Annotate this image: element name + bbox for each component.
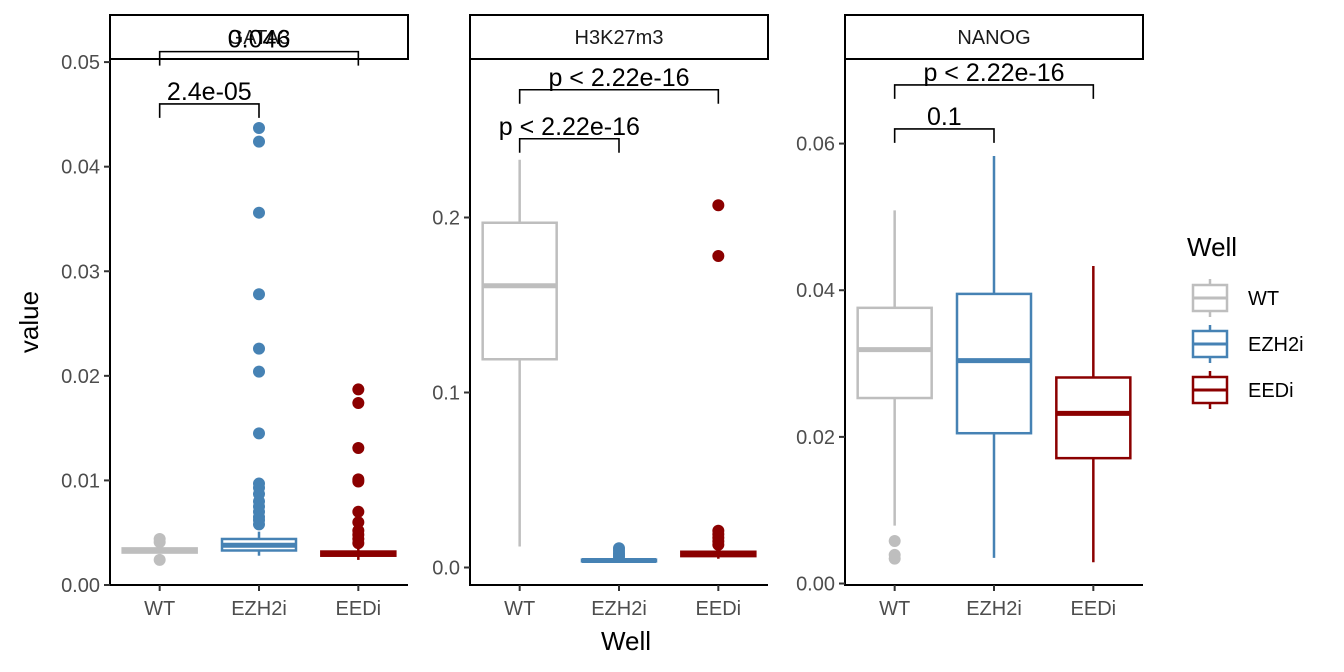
outlier-point: [253, 135, 265, 148]
outlier-point: [153, 553, 166, 566]
facet-strip: [844, 14, 1144, 60]
panel-nanog: NANOG 0.00 0.02 0.04 0.06 WT EZH2i EEDi 0.1 p < 2…: [796, 14, 1144, 620]
panel-h3k27m3: H3K27m3 0.0 0.1 0.2 WT EZH2i EEDi p < 2.22e-16 p…: [432, 14, 769, 620]
legend-key-ezh2i: EZH2i: [1191, 325, 1304, 363]
outlier-point: [352, 537, 365, 550]
x-tick-label: EZH2i: [231, 598, 287, 620]
outlier-point: [352, 475, 365, 488]
outlier-point: [253, 206, 265, 219]
box-iqr: [1055, 376, 1132, 460]
x-tick-label: WT: [504, 598, 535, 620]
legend: Well WT EZH2i EEDi: [1187, 232, 1304, 409]
box-iqr: [481, 221, 558, 361]
y-tick-label: 0.02: [61, 366, 100, 388]
y-tick-label: 0.01: [61, 470, 100, 492]
x-tick-label: WT: [144, 598, 175, 620]
facet-strip-label: NANOG: [957, 27, 1030, 49]
x-tick-label: EEDi: [696, 598, 742, 620]
box-eedi: [680, 199, 757, 559]
legend-key-wt: WT: [1191, 279, 1279, 317]
y-tick-label: 0.03: [61, 261, 100, 283]
comparison-bracket: 2.4e-05: [158, 78, 260, 118]
p-value-label: 0.046: [228, 26, 291, 54]
panels: GATA3 0.00 0.01 0.02 0.03 0.04 0.05 WT EZH2i EEDi…: [61, 14, 1144, 620]
x-tick-label: EZH2i: [966, 598, 1022, 620]
bracket-line: [893, 84, 1095, 99]
outlier-point: [888, 552, 901, 565]
y-tick-label: 0.05: [61, 52, 100, 74]
outlier-point: [352, 397, 365, 410]
box-wt: [856, 210, 933, 565]
y-tick-label: 0.1: [432, 383, 460, 405]
outlier-point: [712, 538, 725, 551]
y-axis-title: value: [14, 291, 44, 353]
y-tick-label: 0.06: [796, 134, 835, 156]
y-tick-label: 0.00: [61, 575, 100, 597]
legend-label: WT: [1248, 288, 1279, 310]
bracket-line: [893, 128, 995, 143]
comparison-bracket: p < 2.22e-16: [518, 64, 720, 104]
comparison-bracket: 0.046: [158, 26, 360, 66]
comparison-bracket: p < 2.22e-16: [499, 113, 640, 153]
y-tick-label: 0.2: [432, 208, 460, 230]
facet-strip: [469, 14, 769, 60]
panel-gata3: GATA3 0.00 0.01 0.02 0.03 0.04 0.05 WT EZH2i EEDi…: [61, 14, 409, 620]
p-value-label: p < 2.22e-16: [499, 113, 640, 141]
outlier-point: [253, 121, 265, 134]
legend-label: EZH2i: [1248, 334, 1304, 356]
box-ezh2i: [955, 156, 1033, 558]
x-axis-title: Well: [601, 626, 651, 656]
x-tick-label: EEDi: [336, 598, 382, 620]
box-eedi: [1055, 266, 1132, 563]
outlier-point: [712, 199, 725, 212]
box-wt: [121, 532, 198, 566]
y-tick-label: 0.04: [796, 280, 835, 302]
p-value-label: p < 2.22e-16: [923, 59, 1064, 87]
outlier-point: [253, 288, 265, 301]
outlier-point: [352, 383, 365, 396]
p-value-label: 2.4e-05: [167, 78, 252, 106]
legend-label: EEDi: [1248, 380, 1294, 402]
outlier-point: [253, 342, 265, 355]
box-iqr: [856, 306, 933, 400]
y-tick-label: 0.02: [796, 427, 835, 449]
bracket-line: [518, 137, 620, 153]
box-wt: [481, 159, 558, 547]
box-ezh2i: [220, 121, 298, 556]
box-ezh2i: [580, 542, 658, 563]
p-value-label: 0.1: [927, 103, 962, 131]
bracket-line: [518, 88, 720, 104]
outlier-point: [253, 427, 265, 440]
outlier-point: [352, 516, 365, 529]
x-tick-label: EZH2i: [591, 598, 647, 620]
outlier-point: [153, 536, 166, 549]
legend-title: Well: [1187, 232, 1237, 262]
box-eedi: [320, 383, 397, 560]
outlier-point: [253, 365, 265, 378]
y-tick-label: 0.0: [432, 558, 460, 580]
legend-key-eedi: EEDi: [1191, 371, 1294, 409]
y-tick-label: 0.00: [796, 574, 835, 596]
p-value-label: p < 2.22e-16: [548, 64, 689, 92]
outlier-point: [352, 505, 365, 518]
y-tick-label: 0.04: [61, 157, 100, 179]
bracket-line: [158, 103, 260, 118]
x-tick-label: WT: [879, 598, 910, 620]
outlier-point: [888, 535, 901, 548]
comparison-bracket: p < 2.22e-16: [893, 59, 1095, 99]
bracket-line: [158, 50, 360, 66]
facet-strip-label: GATA3: [228, 27, 291, 49]
box-iqr: [955, 292, 1033, 435]
facet-strip-label: H3K27m3: [575, 27, 664, 49]
outlier-point: [712, 250, 725, 262]
outlier-point: [352, 441, 365, 454]
outlier-point: [253, 518, 265, 531]
comparison-bracket: 0.1: [893, 103, 995, 143]
outlier-point: [613, 551, 625, 563]
x-tick-label: EEDi: [1071, 598, 1117, 620]
